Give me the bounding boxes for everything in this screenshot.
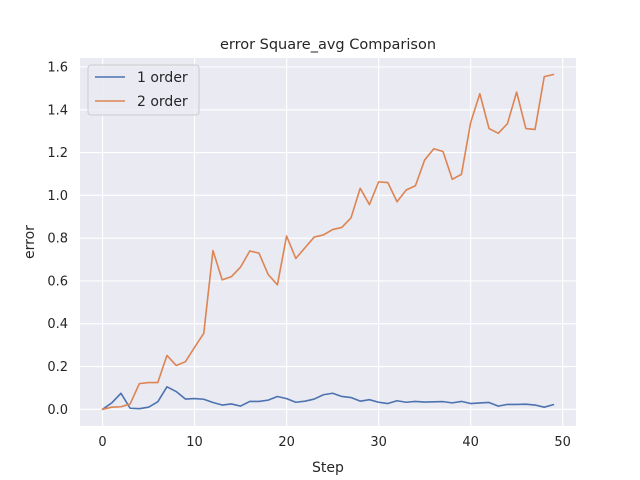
legend-label-1-order: 1 order [137, 70, 188, 86]
x-tick-label: 0 [98, 435, 106, 450]
y-tick-label: 1.0 [47, 189, 68, 204]
legend: 1 order 2 order [87, 64, 200, 116]
x-axis-ticks: 0 10 20 30 40 50 [98, 435, 571, 450]
y-tick-label: 0.0 [47, 403, 68, 418]
y-tick-label: 1.6 [47, 60, 68, 75]
y-tick-label: 0.6 [47, 274, 68, 289]
x-axis-label: Step [312, 460, 344, 476]
legend-label-2-order: 2 order [137, 94, 188, 110]
x-tick-label: 30 [370, 435, 387, 450]
x-tick-label: 50 [554, 435, 571, 450]
y-tick-label: 0.2 [47, 360, 68, 375]
series-line-2-order [101, 73, 555, 411]
plot-area [80, 58, 576, 426]
y-axis-ticks: 0.0 0.2 0.4 0.6 0.8 1.0 1.2 1.4 1.6 [47, 60, 68, 417]
y-tick-label: 1.4 [47, 103, 68, 118]
y-tick-label: 1.2 [47, 146, 68, 161]
series-layer [101, 73, 555, 411]
y-axis-label: error [22, 225, 38, 259]
x-tick-label: 10 [186, 435, 203, 450]
y-tick-label: 0.4 [47, 317, 68, 332]
series-line-1-order [101, 386, 555, 411]
x-tick-label: 40 [462, 435, 479, 450]
chart-title: error Square_avg Comparison [220, 37, 436, 53]
y-tick-label: 0.8 [47, 232, 68, 247]
x-tick-label: 20 [278, 435, 295, 450]
